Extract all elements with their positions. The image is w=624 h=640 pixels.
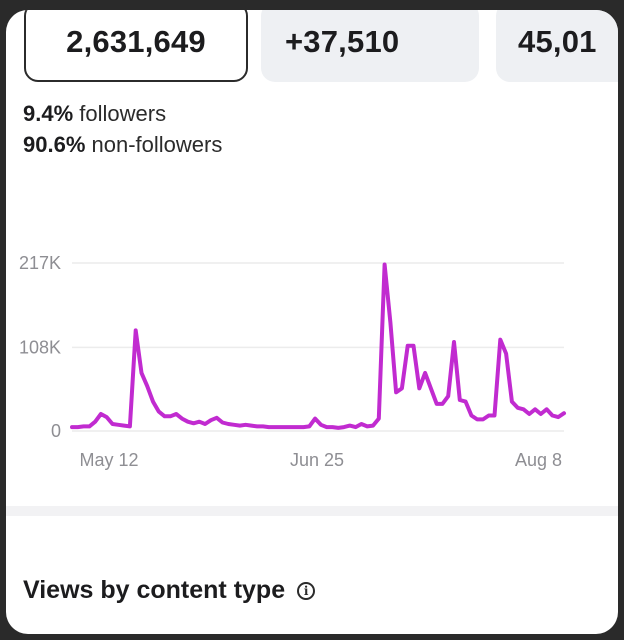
- y-tick-label: 217K: [19, 253, 61, 273]
- views-by-content-type-header: Views by content type i: [23, 576, 316, 605]
- views-series-line: [70, 262, 566, 430]
- third-metric-tile[interactable]: 45,01: [496, 10, 618, 82]
- views-metric-value: 2,631,649: [66, 24, 206, 59]
- y-tick-label: 108K: [19, 337, 61, 357]
- x-tick-label: May 12: [79, 450, 138, 470]
- non-followers-label: non-followers: [91, 132, 223, 157]
- audience-breakdown: 9.4% followers 90.6% non-followers: [23, 98, 222, 160]
- y-tick-label: 0: [51, 421, 61, 441]
- followers-ratio: 9.4% followers: [23, 98, 222, 129]
- net-followers-metric-value: +37,510: [285, 24, 400, 59]
- x-tick-label: Aug 8: [515, 450, 562, 470]
- info-icon[interactable]: i: [297, 581, 316, 600]
- views-line-chart[interactable]: 217K 108K 0 May 12 Jun 25 Aug 8: [6, 10, 618, 634]
- insights-panel: 2,631,649 +37,510 45,01 9.4% followers 9…: [6, 10, 618, 634]
- followers-label: followers: [79, 101, 167, 126]
- third-metric-value: 45,01: [518, 24, 597, 59]
- section-title: Views by content type: [23, 576, 286, 604]
- net-followers-metric-tile[interactable]: +37,510: [261, 10, 479, 82]
- non-followers-ratio: 90.6% non-followers: [23, 129, 222, 160]
- x-tick-label: Jun 25: [290, 450, 344, 470]
- non-followers-percent: 90.6%: [23, 132, 86, 157]
- followers-percent: 9.4%: [23, 101, 74, 126]
- views-metric-tile[interactable]: 2,631,649: [24, 10, 248, 82]
- section-divider: [6, 506, 618, 516]
